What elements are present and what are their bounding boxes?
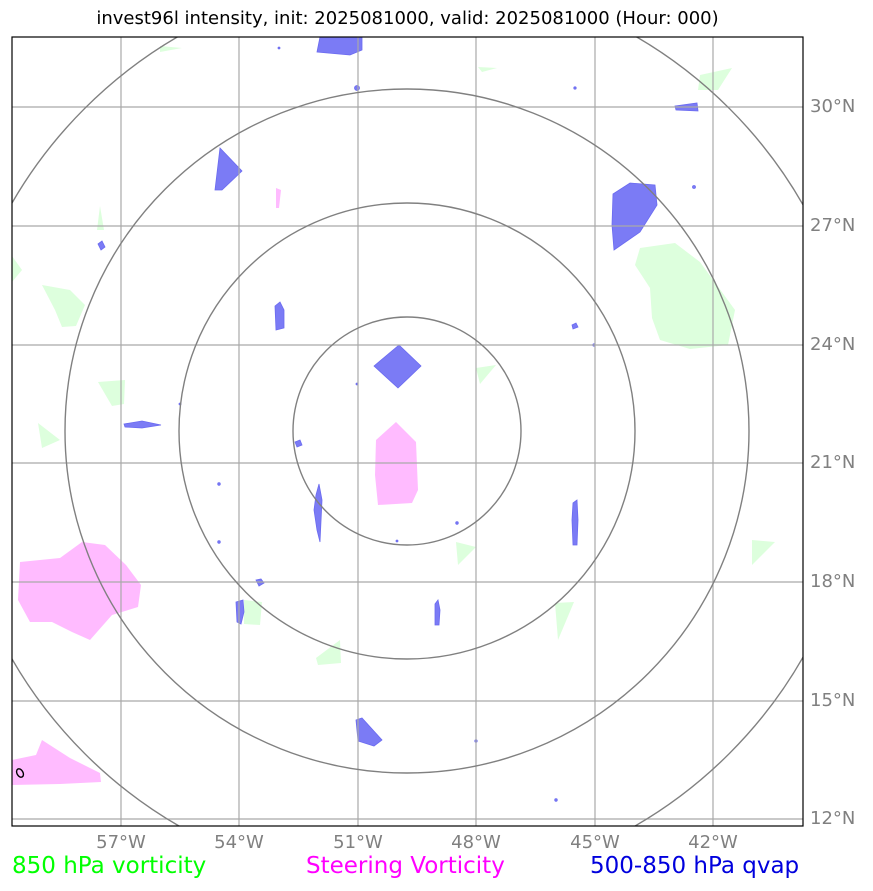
blue-dot — [277, 46, 281, 50]
pink-area — [18, 542, 141, 640]
lat-label: 21°N — [810, 452, 856, 473]
blue-area — [571, 499, 579, 546]
map-background — [12, 37, 803, 826]
steering-vorticity-areas — [12, 188, 418, 785]
qvap-areas — [97, 37, 699, 802]
gridlines — [12, 37, 803, 826]
lon-label: 57°W — [96, 832, 146, 853]
blue-dot — [554, 798, 558, 802]
lon-label: 51°W — [333, 832, 383, 853]
blue-dot — [217, 482, 221, 486]
lat-label: 30°N — [810, 96, 856, 117]
blue-area — [611, 182, 658, 251]
green-area — [555, 602, 574, 640]
blue-area — [313, 483, 323, 543]
blue-area — [97, 240, 106, 251]
green-area — [478, 67, 497, 72]
green-area — [476, 365, 496, 384]
green-area — [42, 285, 85, 327]
legend-steering-vorticity: Steering Vorticity — [306, 853, 505, 879]
blue-dot — [573, 86, 577, 90]
blue-area — [316, 37, 363, 56]
map-frame — [11, 36, 804, 827]
range-ring — [64, 88, 750, 774]
lon-label: 54°W — [214, 832, 264, 853]
contour-marker — [15, 768, 25, 778]
green-area — [244, 600, 262, 625]
blue-dot — [455, 521, 459, 525]
range-ring — [178, 202, 636, 660]
blue-area — [373, 344, 422, 389]
map-title: invest96l intensity, init: 2025081000, v… — [96, 8, 719, 29]
blue-area — [274, 301, 285, 331]
lon-label: 45°W — [570, 832, 620, 853]
green-area — [316, 640, 341, 665]
blue-dot — [354, 85, 360, 91]
green-area — [97, 206, 104, 230]
blue-area — [123, 420, 162, 429]
lon-label: 42°W — [688, 832, 738, 853]
blue-dot — [692, 185, 696, 189]
blue-area — [214, 147, 243, 191]
lat-label: 24°N — [810, 334, 856, 355]
legend-qvap: 500-850 hPa qvap — [590, 853, 800, 879]
lat-label: 12°N — [810, 808, 856, 829]
vorticity-850-areas — [12, 46, 775, 665]
range-ring — [292, 316, 522, 546]
blue-dot — [395, 539, 399, 543]
green-area — [12, 256, 22, 282]
lon-label: 48°W — [451, 832, 501, 853]
blue-area — [434, 599, 441, 626]
green-area — [38, 423, 60, 448]
blue-dot — [217, 540, 221, 544]
green-area — [698, 68, 732, 90]
blue-area — [235, 599, 245, 625]
green-area — [635, 243, 735, 349]
lat-label: 15°N — [810, 690, 856, 711]
lat-label: 27°N — [810, 215, 856, 236]
green-area — [160, 46, 182, 52]
green-area — [98, 380, 125, 406]
pink-area — [12, 740, 101, 785]
green-area — [752, 540, 775, 565]
green-area — [456, 542, 476, 565]
blue-area — [294, 439, 303, 448]
pink-area — [276, 188, 281, 208]
lat-label: 18°N — [810, 571, 856, 592]
blue-area — [571, 322, 579, 330]
legend-850-vorticity: 850 hPa vorticity — [12, 853, 207, 879]
